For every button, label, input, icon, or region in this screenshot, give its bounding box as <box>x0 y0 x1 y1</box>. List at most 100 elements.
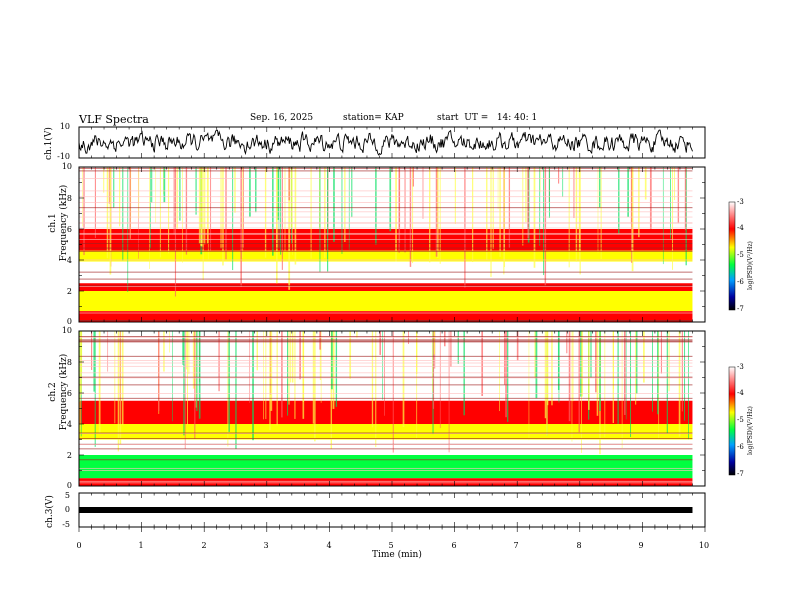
spectrogram-streak <box>580 331 582 397</box>
spec1-ytick: 4 <box>66 256 72 265</box>
spectrogram-streak <box>662 167 664 265</box>
spectrogram-streak <box>91 331 93 370</box>
spectrogram-streak <box>678 331 681 437</box>
spectrogram-band <box>79 283 693 291</box>
spectrogram-streak <box>151 167 153 203</box>
spectrogram-tone-line <box>79 312 693 314</box>
spectrogram-streak <box>163 167 164 195</box>
spectrogram-streak <box>240 167 242 287</box>
xtick-label: 5 <box>388 541 394 550</box>
spectrogram-streak <box>232 167 234 271</box>
spectrogram-streak <box>507 331 509 422</box>
spectrogram-streak <box>558 167 560 184</box>
spectrogram-streak <box>384 331 385 416</box>
spectrogram-streak <box>356 331 358 339</box>
spectrogram-streak <box>644 167 647 200</box>
spectrogram-tone-line <box>79 196 693 198</box>
spectrogram-streak <box>627 167 629 217</box>
spectrogram-tone-line <box>79 355 693 357</box>
spectrogram-streak <box>173 167 175 235</box>
spectrogram-streak <box>631 167 634 272</box>
spectrogram-streak <box>600 167 602 259</box>
spectrogram-streak <box>444 331 446 347</box>
spectrogram-streak <box>672 167 674 270</box>
spectrogram-streak <box>635 331 638 394</box>
ch3-ytick: 0 <box>64 505 70 514</box>
spectrogram-streak <box>256 331 258 371</box>
spectrogram-streak <box>432 331 433 392</box>
spectrogram-streak <box>277 167 280 220</box>
spectrogram-streak <box>138 167 140 219</box>
spectrogram-tone-line <box>79 341 693 343</box>
spectrogram-streak <box>571 331 573 442</box>
spectrogram-tone-line <box>79 222 693 224</box>
spectrogram-streak <box>351 167 353 218</box>
spectrogram-streak <box>579 167 581 275</box>
spectrogram-band <box>79 424 693 440</box>
spectrogram-streak <box>643 331 645 383</box>
spectrogram-streak <box>621 331 623 448</box>
ch3-ytick: -5 <box>62 520 70 529</box>
xtick-label: 4 <box>326 541 332 550</box>
spectrogram-streak <box>81 331 83 373</box>
spectrogram-streak <box>457 331 459 364</box>
spectrogram-streak <box>255 167 257 213</box>
spectrogram-streak <box>649 167 652 229</box>
spectrogram-band <box>79 439 693 455</box>
date-label: Sep. 16, 2025 <box>250 113 314 123</box>
spectrogram-tone-line <box>79 285 693 287</box>
xtick-label: 10 <box>698 541 710 550</box>
spectrogram-streak <box>324 167 326 258</box>
spectrogram-streak <box>218 331 220 392</box>
spectrogram-band <box>79 167 693 229</box>
spectrogram-streak <box>660 331 663 374</box>
spectrogram-streak <box>204 167 206 245</box>
spectrogram-streak <box>284 167 286 254</box>
spectrogram-streak <box>113 167 115 208</box>
spectrogram-streak <box>439 331 441 429</box>
spectrogram-streak <box>168 167 170 254</box>
spectrogram-streak <box>107 331 109 372</box>
spectrogram-streak <box>263 331 264 420</box>
spectrogram-tone-line <box>79 448 693 450</box>
spectrogram-band <box>79 478 693 486</box>
spectrogram-streak <box>183 331 185 436</box>
spectrogram-tone-line <box>79 259 693 261</box>
spectrogram-tone-line <box>79 444 693 445</box>
cb2-tick: -5 <box>737 416 744 424</box>
spec1-ytick: 8 <box>66 194 72 203</box>
spectrogram-tone-line <box>79 470 693 471</box>
spectrogram-streak <box>581 331 584 397</box>
spectrogram-streak <box>546 331 549 406</box>
spectrogram-streak <box>109 167 112 275</box>
spectrogram-tone-line <box>79 337 693 339</box>
cb2-tick: -3 <box>737 363 744 371</box>
spectrogram-streak <box>182 331 184 365</box>
spectrogram-streak <box>149 167 150 269</box>
spectrogram-streak <box>433 331 436 355</box>
panel-frames <box>78 126 706 532</box>
spectrogram-streak <box>630 331 632 438</box>
spec1-ytick: 10 <box>61 162 72 171</box>
spectrogram-streak <box>508 167 511 248</box>
spectrogram-streak <box>402 331 405 428</box>
spectrogram-streak <box>539 167 541 246</box>
spectrogram-streak <box>98 331 101 433</box>
spectrogram-tone-line <box>79 384 693 386</box>
spectrogram-streak <box>272 167 274 256</box>
cb2-tick: -4 <box>737 389 744 397</box>
spectrogram-streak <box>416 331 418 440</box>
spectrogram-streak <box>249 167 251 217</box>
spectrogram-streak <box>196 331 198 412</box>
spectrogram-streak <box>597 167 599 254</box>
spectrogram-streak <box>287 331 289 416</box>
spectrogram-streak <box>604 331 606 438</box>
xtick-label: 1 <box>138 541 144 550</box>
spectrogram-streak <box>578 167 580 261</box>
spectrogram-streak <box>590 331 592 378</box>
spectrogram-tone-line <box>79 482 693 484</box>
spectrogram-streak <box>235 331 237 449</box>
spectrogram-streak <box>198 167 200 244</box>
spectrogram-streak <box>314 331 316 442</box>
